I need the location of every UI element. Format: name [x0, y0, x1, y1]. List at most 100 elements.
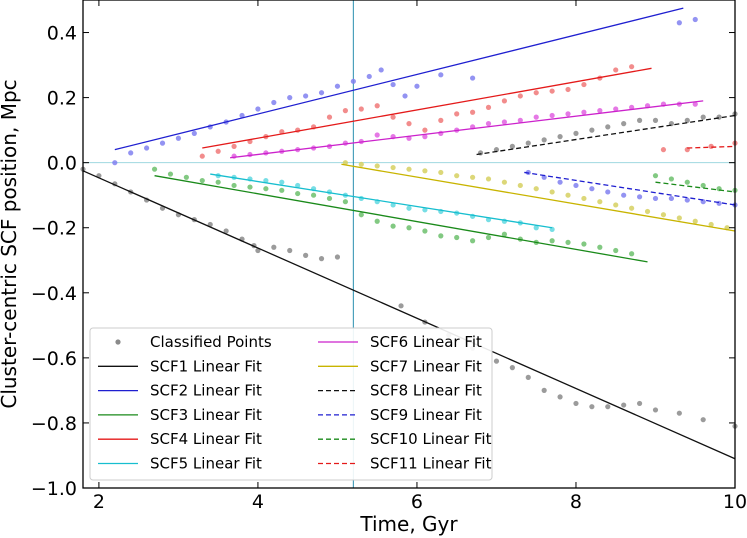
data-point [231, 182, 237, 189]
data-point [334, 254, 341, 260]
data-point [605, 404, 611, 410]
data-point [151, 166, 158, 172]
data-point [279, 179, 285, 185]
data-point [318, 90, 325, 96]
data-point [470, 238, 476, 244]
legend-entry: SCF5 Linear Fit [98, 455, 262, 473]
x-tick-label: 10 [723, 491, 747, 513]
fit-line-scf5 [210, 173, 553, 229]
data-point [629, 251, 635, 257]
legend-label: SCF2 Linear Fit [150, 382, 262, 400]
data-point [358, 161, 364, 167]
data-point [565, 239, 571, 245]
data-point [700, 417, 706, 423]
y-tick-label: −0.6 [31, 348, 77, 370]
data-point [636, 194, 643, 200]
data-point [215, 148, 221, 154]
data-point [676, 20, 682, 26]
data-point [644, 208, 651, 215]
data-point [501, 98, 508, 104]
data-point [549, 88, 555, 94]
x-axis-label: Time, Gyr [359, 512, 458, 536]
data-point [470, 75, 476, 81]
data-point [684, 197, 690, 203]
data-point [636, 117, 643, 123]
legend-entry: SCF2 Linear Fit [98, 382, 262, 400]
data-point [565, 192, 571, 198]
x-tick-label: 2 [93, 491, 105, 513]
data-point [271, 99, 277, 106]
data-point [716, 114, 722, 120]
data-point [589, 186, 595, 192]
data-point [549, 112, 555, 119]
data-point [621, 192, 627, 198]
data-point [525, 140, 531, 146]
y-axis-label: Cluster-centric SCF position, Mpc [0, 79, 21, 408]
fit-line-scf2 [114, 7, 684, 151]
data-point [287, 95, 293, 101]
data-point [366, 73, 372, 80]
fit-line-scf7 [341, 163, 736, 232]
data-point [589, 404, 595, 410]
data-point [378, 67, 384, 73]
data-point [374, 163, 380, 169]
data-point [350, 78, 356, 84]
data-point [613, 247, 619, 254]
data-point [247, 184, 253, 190]
data-point [422, 228, 428, 234]
data-point [390, 202, 396, 208]
data-point [589, 127, 595, 133]
legend-label: SCF3 Linear Fit [150, 406, 262, 424]
legend-entry: SCF8 Linear Fit [318, 382, 482, 400]
legend-entry: SCF7 Linear Fit [318, 357, 482, 375]
data-point [629, 205, 635, 211]
data-point [334, 83, 341, 89]
legend-label: SCF4 Linear Fit [150, 430, 262, 448]
data-point [454, 173, 460, 179]
data-point [652, 407, 659, 413]
data-point [501, 179, 508, 185]
data-point [708, 221, 714, 228]
data-point [557, 179, 563, 185]
legend-entry: SCF11 Linear Fit [318, 455, 492, 473]
data-point [493, 358, 500, 364]
data-point [144, 145, 150, 151]
data-point [358, 212, 364, 218]
data-point [565, 111, 571, 117]
x-tick-label: 4 [252, 491, 264, 513]
data-point [501, 231, 508, 237]
data-point [215, 179, 221, 185]
fit-line-scf10 [655, 181, 736, 193]
data-point [613, 106, 619, 112]
data-point [390, 114, 396, 120]
data-point [692, 218, 698, 224]
data-point [303, 93, 309, 99]
data-point [485, 121, 492, 127]
data-point [303, 252, 309, 258]
data-point [406, 121, 412, 127]
data-point [239, 112, 245, 119]
data-point [629, 64, 635, 70]
point-series-3 [151, 166, 635, 257]
data-point [263, 177, 269, 184]
y-tick-label: −0.8 [31, 413, 77, 435]
data-point [533, 90, 539, 96]
data-point [454, 111, 460, 117]
data-point [398, 303, 404, 309]
fit-line-scf1 [82, 170, 736, 460]
y-tick-label: 0.0 [47, 153, 77, 175]
data-point [509, 365, 515, 371]
legend-label: SCF5 Linear Fit [150, 455, 262, 473]
data-point [326, 114, 333, 120]
data-point [700, 182, 706, 189]
legend-entry: Classified Points [115, 333, 272, 351]
legend-entry: SCF4 Linear Fit [98, 430, 262, 448]
legend-label: SCF9 Linear Fit [370, 406, 482, 424]
data-point [390, 223, 396, 229]
fit-line-scf4 [202, 67, 652, 149]
legend-label: SCF7 Linear Fit [370, 357, 482, 375]
y-tick-label: 0.2 [47, 88, 77, 110]
data-point [652, 195, 659, 202]
data-point [438, 233, 444, 239]
